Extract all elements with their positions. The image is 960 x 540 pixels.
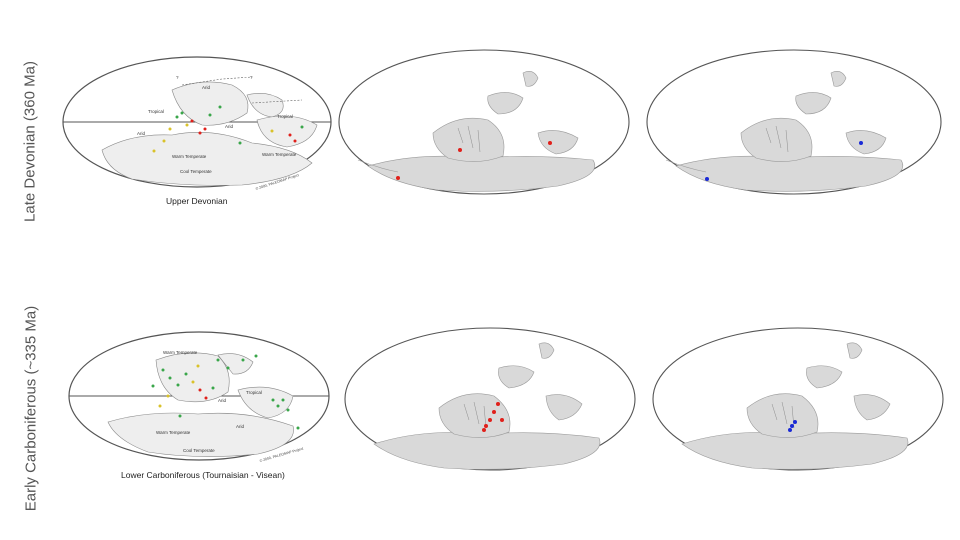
fossil-occurrences: [151, 354, 300, 430]
landmass-gondwana: [373, 432, 601, 470]
landmass-east: [853, 394, 891, 421]
paleomap-blue-devonian: [646, 48, 942, 196]
landmass-laurussia: [171, 81, 249, 126]
scotese-label: Arid: [202, 85, 210, 90]
scotese-label: Cool Temperate: [180, 169, 212, 174]
occurrence-red: [482, 428, 486, 432]
scotese-label: Warm Temperate: [156, 430, 191, 435]
landmass-north: [830, 71, 847, 87]
landmass-laurussia: [432, 117, 505, 162]
landmass-laurussia: [438, 393, 511, 438]
landmass-east: [545, 394, 583, 421]
scotese-label: Tropical: [277, 114, 293, 119]
paleomap-blue-carboniferous: [652, 326, 944, 472]
landmass-laurussia: [746, 393, 819, 438]
fossil-occurrences: [152, 105, 304, 153]
scotese-map-upper-devonian: ? ? Arid Tropical Tropical Arid Arid War…: [62, 55, 332, 195]
occurrence-blue: [788, 428, 792, 432]
landmass-north: [846, 342, 863, 359]
landmass-gondwana: [101, 132, 313, 186]
occurrence-blue: [793, 420, 797, 424]
occurrence-red: [458, 148, 462, 152]
paleomap-red-carboniferous: [344, 326, 636, 472]
landmass-siberia: [795, 92, 832, 115]
scotese-label: Cool Temperate: [183, 448, 215, 453]
scotese-label: Arid: [137, 131, 145, 136]
landmass-east: [537, 130, 579, 155]
occurrence-blue: [790, 424, 794, 428]
occurrence-red: [484, 424, 488, 428]
landmass-siberia: [487, 92, 524, 115]
landmass-siberia: [498, 365, 535, 389]
row-label-late-devonian: Late Devonian (360 Ma): [21, 61, 39, 222]
map-caption: Lower Carboniferous (Tournaisian - Visea…: [121, 470, 285, 480]
scotese-label: Arid: [236, 424, 244, 429]
landmass-siberia: [806, 365, 843, 389]
paleomap-red-devonian: [338, 48, 630, 196]
scotese-label: ?: [176, 75, 179, 80]
scotese-label: Warm Temperate: [172, 154, 207, 159]
occurrence-red: [492, 410, 496, 414]
occurrence-red: [396, 176, 400, 180]
scotese-label: Arid: [225, 124, 233, 129]
landmass-east: [237, 386, 294, 419]
occurrence-blue: [859, 141, 863, 145]
landmass-siberia: [246, 93, 284, 118]
scotese-label: Tropical: [148, 109, 164, 114]
landmass-siberia: [217, 353, 254, 375]
landmass-laurussia: [740, 117, 813, 162]
scotese-label: ?: [250, 75, 253, 80]
landmass-north: [522, 71, 539, 87]
scotese-label: Warm Temperate: [262, 152, 297, 157]
row-label-early-carboniferous: Early Carboniferous (~335 Ma): [22, 305, 40, 512]
landmass-gondwana: [681, 432, 909, 470]
occurrence-red: [496, 402, 500, 406]
occurrence-blue: [705, 177, 709, 181]
scotese-label: Arid: [218, 398, 226, 403]
scotese-label: Warm Temperate: [163, 350, 198, 355]
occurrence-red: [500, 418, 504, 422]
occurrence-red: [488, 418, 492, 422]
scotese-label: Tropical: [246, 390, 262, 395]
map-caption: Upper Devonian: [166, 196, 228, 206]
scotese-map-lower-carboniferous: Warm Temperate Tropical Arid Arid Warm T…: [68, 330, 330, 466]
landmass-east: [256, 115, 318, 148]
landmass-laurussia: [155, 352, 230, 403]
occurrence-red: [548, 141, 552, 145]
landmass-gondwana: [107, 412, 294, 457]
landmass-east: [845, 130, 887, 155]
landmass-north: [538, 342, 555, 359]
